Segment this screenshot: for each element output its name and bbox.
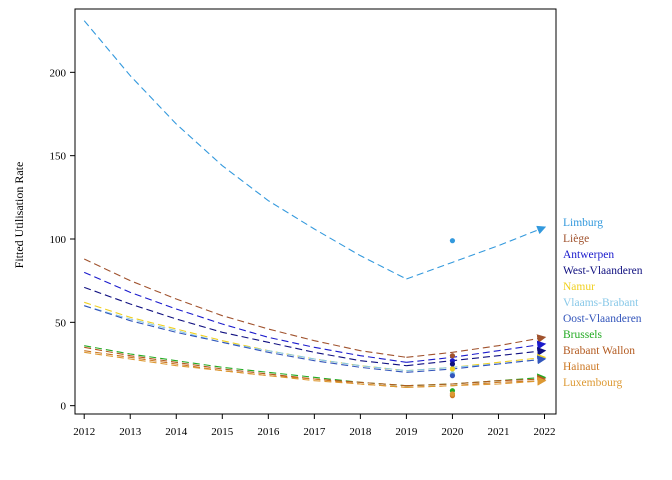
legend-entry-li-ge: Liège xyxy=(563,233,589,245)
series-line-vlaams-brabant xyxy=(84,305,407,372)
series-projection-limburg xyxy=(406,225,547,280)
legend-entry-brussels: Brussels xyxy=(563,329,603,341)
observed-point-namur xyxy=(449,366,456,372)
y-tick-label: 100 xyxy=(50,234,67,246)
series-line-west-vlaanderen xyxy=(84,286,407,367)
x-tick-label: 2019 xyxy=(395,426,418,438)
x-tick-label: 2021 xyxy=(487,426,509,438)
series-line-antwerpen xyxy=(83,271,407,363)
x-tick-label: 2015 xyxy=(211,426,234,438)
x-tick-label: 2012 xyxy=(73,426,95,438)
series-line-namur xyxy=(84,301,407,372)
series-projection-namur xyxy=(406,353,547,372)
y-tick-label: 0 xyxy=(61,401,67,413)
series-line-limburg xyxy=(83,20,407,280)
y-axis: 0 50 100 150 200 xyxy=(50,67,75,413)
observed-points xyxy=(449,238,456,399)
series-line-li-ge xyxy=(83,258,407,358)
series-line-brabant-wallon xyxy=(84,346,407,387)
series-projection-luxembourg xyxy=(406,376,547,388)
series-projection-oost-vlaanderen xyxy=(406,355,547,373)
x-tick-label: 2018 xyxy=(349,426,372,438)
legend-entry-luxembourg: Luxembourg xyxy=(563,377,622,389)
legend-entry-antwerpen: Antwerpen xyxy=(563,249,614,261)
series-projection-antwerpen xyxy=(406,340,547,363)
x-tick-label: 2014 xyxy=(165,426,188,438)
y-axis-title: Fitted Utilisation Rate xyxy=(12,162,26,269)
plot-frame xyxy=(74,8,557,415)
observed-point-west-vlaanderen xyxy=(449,361,456,367)
legend-entry-west-vlaanderen: West-Vlaanderen xyxy=(563,265,643,277)
observed-point-limburg xyxy=(449,238,456,244)
series-lines xyxy=(83,20,547,388)
x-tick-label: 2013 xyxy=(119,426,142,438)
series-projection-west-vlaanderen xyxy=(406,346,547,367)
observed-point-oost-vlaanderen xyxy=(449,373,456,379)
y-tick-label: 50 xyxy=(55,317,67,329)
x-tick-label: 2016 xyxy=(257,426,280,438)
series-line-oost-vlaanderen xyxy=(84,305,407,373)
series-projection-brabant-wallon xyxy=(406,374,547,387)
x-tick-label: 2020 xyxy=(441,426,464,438)
legend-entry-brabant-wallon: Brabant Wallon xyxy=(563,345,635,357)
y-tick-label: 150 xyxy=(50,151,67,163)
legend-entry-oost-vlaanderen: Oost-Vlaanderen xyxy=(563,313,642,325)
legend-entry-vlaams-brabant: Vlaams-Brabant xyxy=(563,297,639,309)
x-tick-label: 2022 xyxy=(533,426,555,438)
legend-entry-namur: Namur xyxy=(563,281,595,293)
y-tick-label: 200 xyxy=(50,67,67,79)
series-projection-hainaut xyxy=(406,376,547,388)
x-tick-label: 2017 xyxy=(303,426,326,438)
x-axis: 2012 2013 2014 2015 2016 2017 2018 2019 2020 2021… xyxy=(73,414,555,438)
legend-entry-limburg: Limburg xyxy=(563,217,603,229)
observed-point-li-ge xyxy=(449,353,456,359)
observed-point-luxembourg xyxy=(449,391,456,397)
legend: Limburg Liège Antwerpen West-Vlaanderen Namu… xyxy=(563,217,643,389)
series-projection-li-ge xyxy=(406,334,547,358)
legend-entry-hainaut: Hainaut xyxy=(563,361,600,373)
series-line-luxembourg xyxy=(84,351,407,388)
